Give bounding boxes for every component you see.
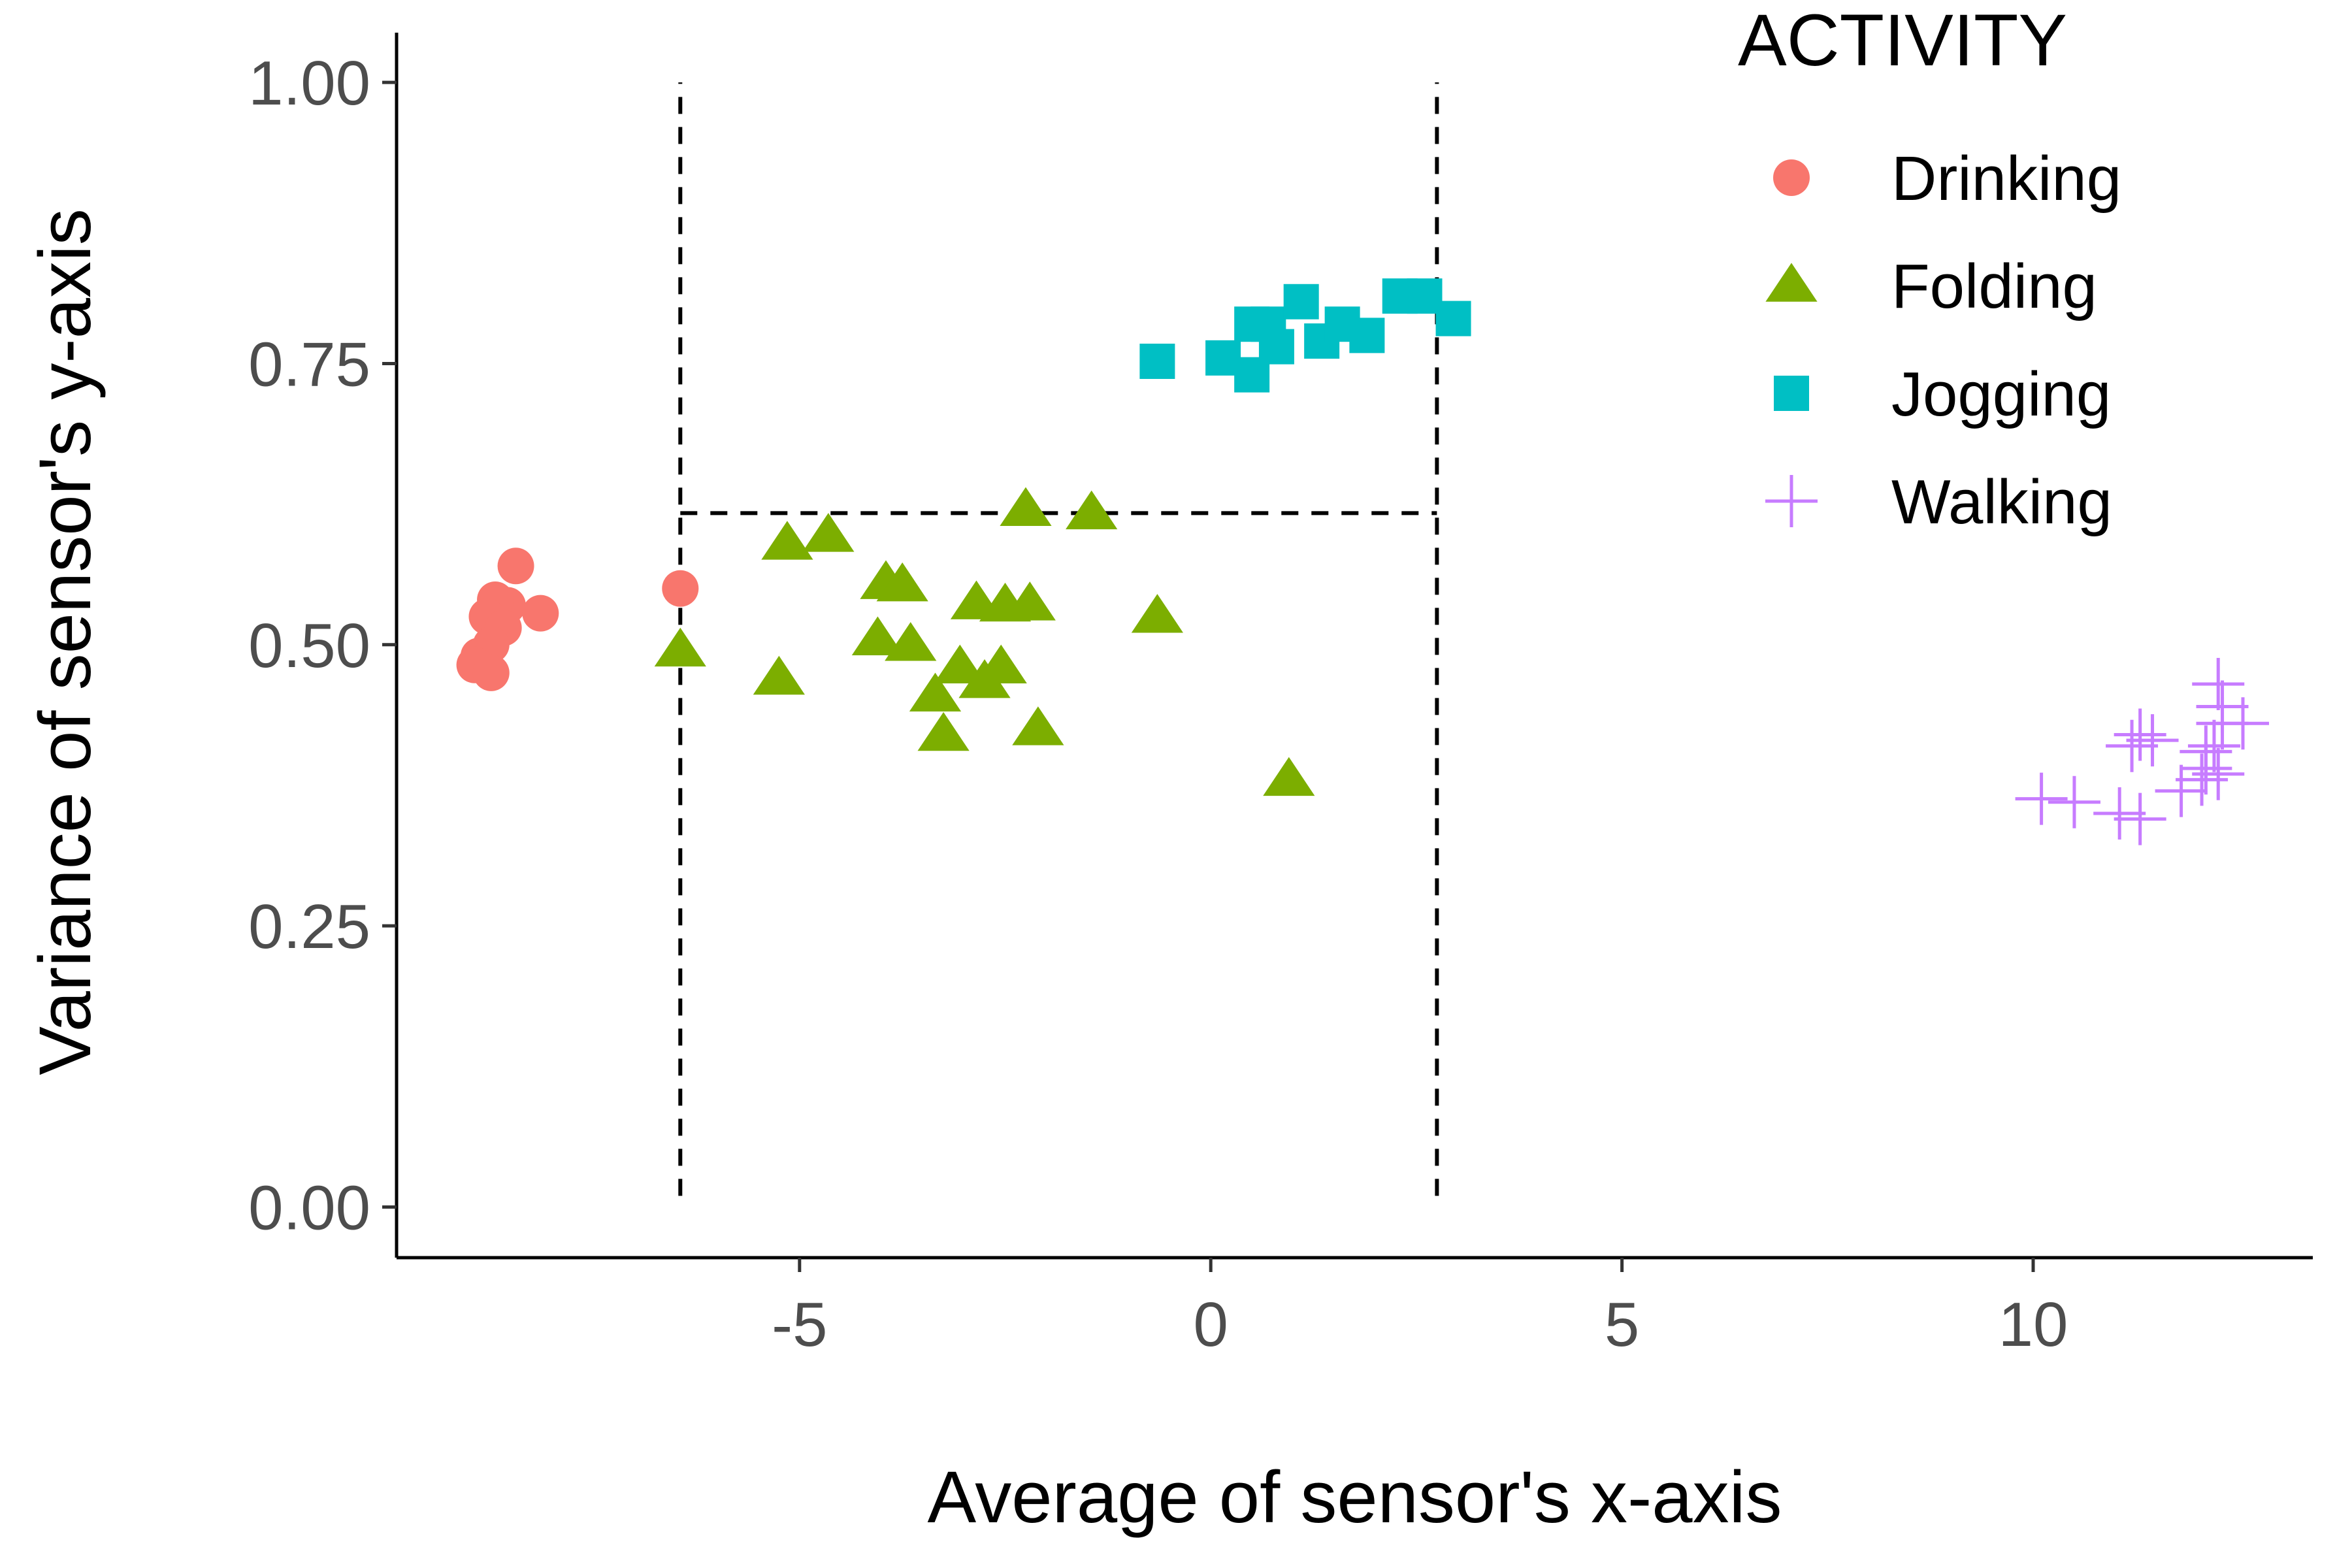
legend-title: ACTIVITY — [1738, 0, 2067, 81]
series-jogging — [1139, 278, 1471, 393]
legend-label-drinking: Drinking — [1891, 144, 2121, 214]
point-walking-4 — [2114, 792, 2166, 845]
series-walking — [2015, 658, 2269, 845]
point-walking-3 — [2093, 787, 2146, 840]
legend-key-walking — [1765, 475, 1818, 527]
point-jogging-1 — [1139, 343, 1175, 379]
point-folding-20 — [1131, 594, 1183, 633]
point-folding-8 — [909, 672, 962, 712]
point-folding-18 — [1000, 487, 1052, 526]
point-walking-2 — [2048, 776, 2100, 828]
legend-item-jogging: Jogging — [1774, 359, 2111, 429]
point-folding-3 — [802, 513, 855, 552]
point-jogging-6 — [1258, 329, 1294, 365]
point-folding-1 — [654, 627, 706, 667]
point-folding-6 — [851, 616, 904, 655]
point-walking-1 — [2015, 772, 2068, 825]
x-axis-title: Average of sensor's x-axis — [928, 1456, 1782, 1538]
y-tick-label: 0.00 — [248, 1173, 370, 1243]
point-folding-13 — [975, 644, 1027, 683]
point-walking-17 — [2217, 697, 2269, 750]
point-walking-12 — [2187, 719, 2240, 772]
point-drinking-11 — [662, 570, 699, 607]
legend-label-walking: Walking — [1891, 467, 2112, 537]
x-tick-label: 0 — [1194, 1290, 1228, 1360]
point-folding-21 — [1263, 757, 1315, 796]
legend-label-jogging: Jogging — [1891, 359, 2111, 429]
point-jogging-13 — [1435, 301, 1471, 336]
point-drinking-10 — [522, 595, 559, 632]
point-folding-7 — [885, 622, 937, 661]
point-walking-6 — [2114, 708, 2166, 761]
point-folding-9 — [917, 711, 970, 751]
point-folding-17 — [753, 655, 805, 695]
point-walking-5 — [2106, 719, 2159, 772]
legend-key-drinking — [1773, 159, 1810, 196]
point-walking-11 — [2180, 725, 2232, 778]
point-walking-14 — [2192, 747, 2245, 800]
point-folding-19 — [1066, 490, 1118, 530]
legend-label-folding: Folding — [1891, 252, 2097, 321]
point-jogging-10 — [1349, 318, 1385, 353]
point-jogging-7 — [1283, 284, 1319, 319]
point-walking-7 — [2126, 714, 2179, 767]
y-tick-label: 0.50 — [248, 611, 370, 681]
point-walking-8 — [2155, 764, 2208, 817]
point-folding-10 — [934, 644, 986, 683]
point-folding-16 — [1012, 706, 1064, 745]
legend-item-folding: Folding — [1765, 252, 2097, 321]
legend: ACTIVITY Drinking Folding Jogging Walking — [1738, 0, 2121, 537]
legend-key-folding — [1765, 263, 1818, 302]
point-folding-5 — [876, 562, 928, 602]
x-tick-label: 5 — [1605, 1290, 1639, 1360]
y-tick-label: 1.00 — [248, 48, 370, 118]
point-folding-2 — [761, 521, 813, 560]
point-folding-15 — [1004, 581, 1056, 621]
legend-item-walking: Walking — [1765, 467, 2112, 537]
y-axis-title: Variance of sensor's y-axis — [24, 208, 106, 1075]
data-points — [456, 278, 2269, 845]
legend-key-jogging — [1774, 376, 1809, 411]
series-folding — [654, 487, 1315, 796]
point-drinking-1 — [497, 547, 534, 585]
point-walking-16 — [2192, 658, 2245, 711]
series-drinking — [456, 547, 699, 691]
x-tick-label: 10 — [1999, 1290, 2068, 1360]
legend-item-drinking: Drinking — [1773, 144, 2121, 214]
x-tick-label: -5 — [772, 1290, 827, 1360]
y-tick-label: 0.75 — [248, 329, 370, 399]
point-drinking-9 — [472, 654, 510, 691]
axes: -5 0 5 10 0.00 0.25 0.50 0.75 1.00 Average of sen… — [24, 33, 2313, 1538]
y-tick-label: 0.25 — [248, 892, 370, 962]
